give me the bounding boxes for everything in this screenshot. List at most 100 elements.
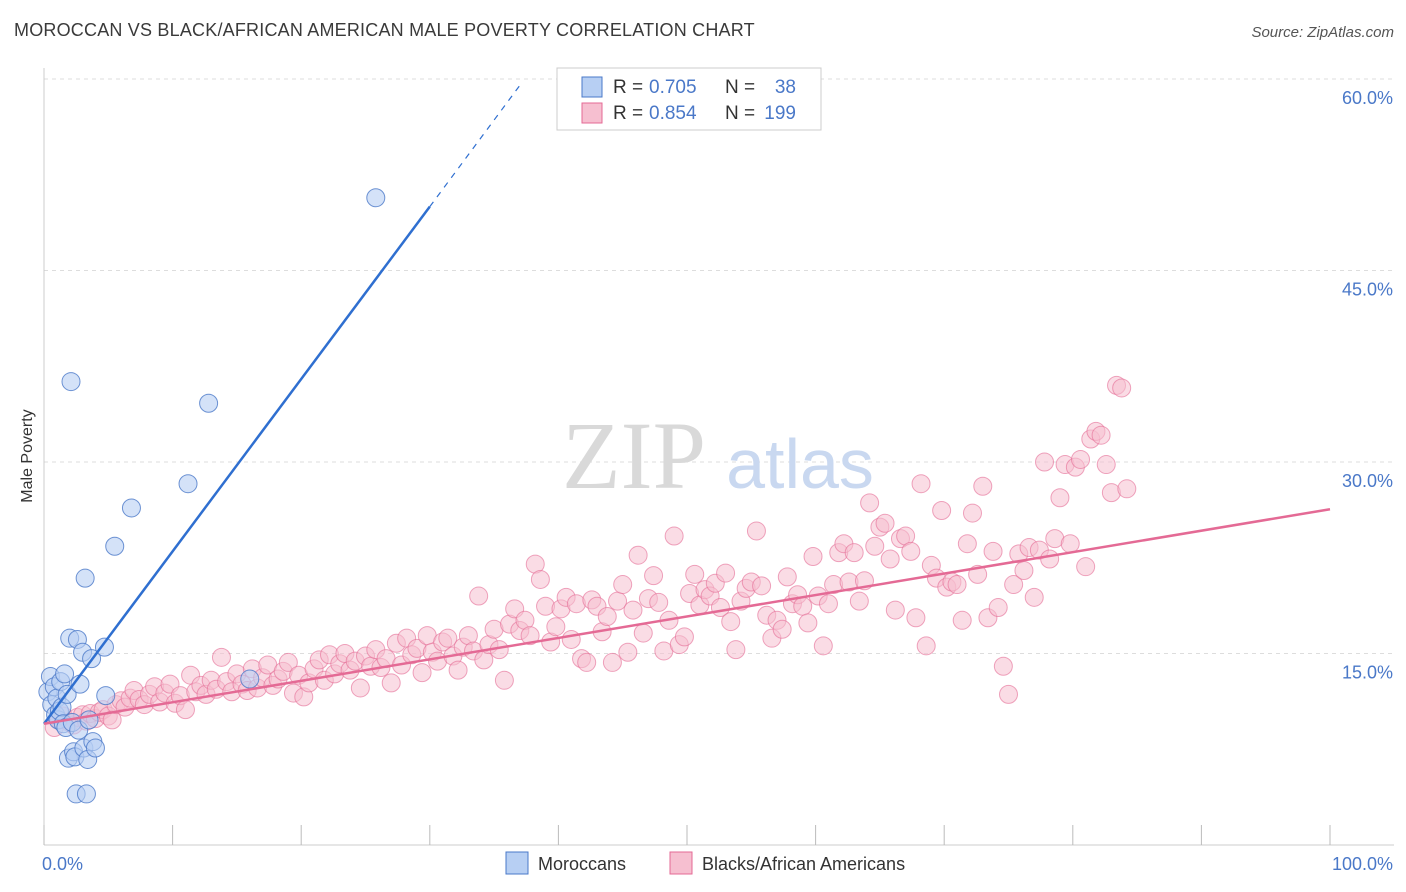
legend-swatch-blue xyxy=(581,76,603,98)
blacks-point-85 xyxy=(469,586,489,606)
blacks-point-175 xyxy=(932,501,952,521)
blacks-point-117 xyxy=(633,623,653,643)
blacks-point-170 xyxy=(906,608,926,628)
moroccans-point-36 xyxy=(121,498,141,518)
blacks-point-111 xyxy=(602,652,622,672)
blacks-point-169 xyxy=(901,541,921,561)
blacks-point-133 xyxy=(716,563,736,583)
blacks-point-181 xyxy=(962,503,982,523)
legend-n-label-1: N = xyxy=(725,77,755,98)
moroccans-point-33 xyxy=(94,637,114,657)
blacks-point-145 xyxy=(777,567,797,587)
stats-legend: R = 0.705 N = 38 R = 0.854 N = 199 xyxy=(556,67,822,131)
blacks-point-125 xyxy=(674,627,694,647)
bottom-legend-moroccans: Moroccans xyxy=(538,854,626,874)
blacks-point-35 xyxy=(211,647,231,667)
blacks-point-139 xyxy=(746,521,766,541)
blacks-point-140 xyxy=(752,576,772,596)
blacks-point-149 xyxy=(798,613,818,633)
x-tick-label-0: 0.0% xyxy=(42,854,83,874)
legend-n-value-1: 38 xyxy=(775,77,796,98)
blacks-point-110 xyxy=(597,606,617,626)
blacks-point-48 xyxy=(278,652,298,672)
blacks-point-134 xyxy=(721,612,741,632)
blacks-point-106 xyxy=(577,652,597,672)
blacks-point-97 xyxy=(530,569,550,589)
y-tick-labels: 15.0% 30.0% 45.0% 60.0% xyxy=(1342,88,1393,683)
series-moroccans-points xyxy=(38,188,386,804)
moroccans-trend-extension xyxy=(429,85,521,208)
blacks-point-202 xyxy=(1071,449,1091,469)
blacks-point-148 xyxy=(793,596,813,616)
blacks-point-113 xyxy=(613,575,633,595)
blacks-point-68 xyxy=(381,673,401,693)
moroccans-point-35 xyxy=(105,536,125,556)
blacks-point-186 xyxy=(988,598,1008,618)
moroccans-point-34 xyxy=(96,686,116,706)
blacks-point-159 xyxy=(849,591,869,611)
blacks-point-74 xyxy=(412,663,432,683)
watermark-zip: ZIP xyxy=(562,402,706,509)
blacks-point-144 xyxy=(772,619,792,639)
blacks-point-114 xyxy=(618,642,638,662)
blacks-point-135 xyxy=(726,640,746,660)
blacks-point-152 xyxy=(813,636,833,656)
blacks-point-193 xyxy=(1024,587,1044,607)
legend-r-label-2: R = xyxy=(613,103,643,124)
blacks-point-103 xyxy=(561,629,581,649)
y-tick-label-0: 15.0% xyxy=(1342,663,1393,683)
watermark: ZIP atlas xyxy=(562,402,874,509)
y-tick-label-2: 45.0% xyxy=(1342,280,1393,300)
blacks-point-81 xyxy=(448,660,468,680)
legend-r-value-1: 0.705 xyxy=(649,77,697,98)
blacks-point-180 xyxy=(957,534,977,554)
blacks-point-28 xyxy=(175,700,195,720)
blacks-point-211 xyxy=(1117,479,1137,499)
blacks-point-178 xyxy=(947,575,967,595)
bottom-legend-blacks: Blacks/African Americans xyxy=(702,854,905,874)
blacks-point-200 xyxy=(1060,534,1080,554)
moroccans-point-37 xyxy=(178,474,198,494)
blacks-point-153 xyxy=(818,594,838,614)
bottom-legend-swatch-blue xyxy=(505,851,529,875)
blacks-point-79 xyxy=(438,628,458,648)
blacks-point-100 xyxy=(546,617,566,637)
blacks-point-95 xyxy=(520,626,540,646)
blacks-point-90 xyxy=(494,670,514,690)
legend-n-value-2: 199 xyxy=(764,103,796,124)
blacks-point-119 xyxy=(644,566,664,586)
blacks-point-191 xyxy=(1014,561,1034,581)
legend-r-value-2: 0.854 xyxy=(649,103,697,124)
y-tick-label-3: 60.0% xyxy=(1342,88,1393,108)
moroccans-point-39 xyxy=(240,669,260,689)
chart-title: MOROCCAN VS BLACK/AFRICAN AMERICAN MALE … xyxy=(14,20,755,40)
legend-r-label-1: R = xyxy=(613,77,643,98)
moroccans-point-29 xyxy=(79,710,99,730)
moroccans-point-27 xyxy=(76,784,96,804)
moroccans-point-38 xyxy=(199,393,219,413)
blacks-point-62 xyxy=(350,678,370,698)
blacks-point-189 xyxy=(1004,575,1024,595)
source-label: Source: ZipAtlas.com xyxy=(1251,24,1394,41)
blacks-point-127 xyxy=(685,564,705,584)
blacks-point-203 xyxy=(1076,557,1096,577)
trend-lines xyxy=(42,85,1331,725)
moroccans-point-16 xyxy=(61,372,81,392)
blacks-point-166 xyxy=(885,600,905,620)
legend-n-label-2: N = xyxy=(725,103,755,124)
axes xyxy=(43,68,1394,846)
blacks-point-183 xyxy=(973,476,993,496)
blacks-point-187 xyxy=(993,656,1013,676)
blacks-point-123 xyxy=(664,526,684,546)
blacks-point-158 xyxy=(844,543,864,563)
blacks-point-120 xyxy=(649,592,669,612)
blacks-trend-line xyxy=(43,508,1331,725)
blacks-point-112 xyxy=(608,591,628,611)
blacks-point-210 xyxy=(1112,378,1132,398)
blacks-point-185 xyxy=(983,541,1003,561)
blacks-point-116 xyxy=(628,545,648,565)
blacks-point-171 xyxy=(911,474,931,494)
blacks-point-162 xyxy=(865,536,885,556)
bottom-legend-swatch-pink xyxy=(669,851,693,875)
